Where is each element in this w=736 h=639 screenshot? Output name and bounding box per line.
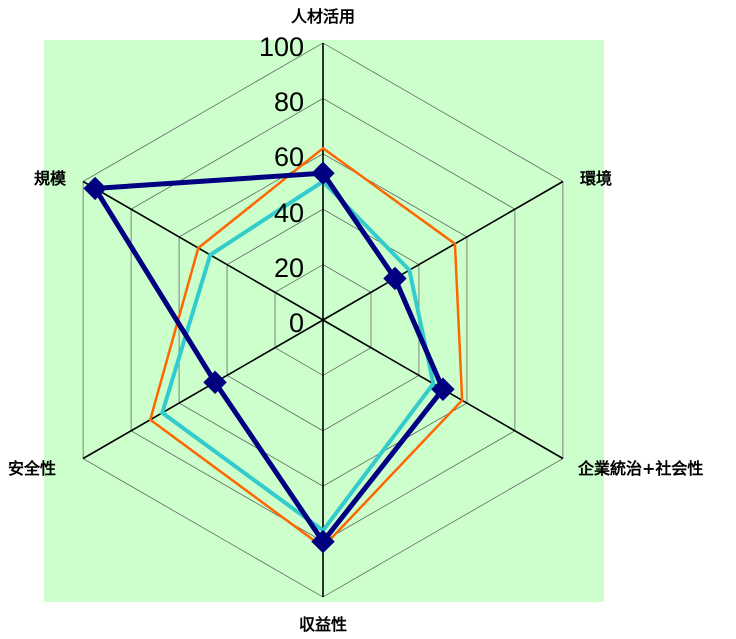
tick-label-20: 20 [274, 253, 304, 283]
tick-label-80: 80 [274, 87, 304, 117]
axis-label-shuekisei: 収益性 [299, 615, 347, 634]
axis-label-kankyo: 環境 [580, 169, 612, 188]
axis-label-jinzai: 人材活用 [291, 7, 355, 26]
series-2-marker-0 [311, 161, 335, 185]
tick-label-40: 40 [274, 198, 304, 228]
series-2-marker-5 [83, 176, 107, 201]
series-2-marker-2 [431, 377, 455, 401]
tick-label-60: 60 [274, 142, 304, 172]
axis-label-kibo: 規模 [34, 169, 67, 188]
tick-label-0: 0 [289, 308, 304, 338]
axis-labels: 人材活用 環境 企業統治+社会性 収益性 安全性 規模 [8, 7, 703, 634]
tick-labels: 0 20 40 60 80 100 [259, 32, 304, 338]
tick-label-100: 100 [259, 32, 304, 62]
axis-label-anzensei: 安全性 [8, 459, 56, 478]
series-2 [83, 161, 455, 554]
series-2-marker-4 [203, 370, 227, 395]
axis-spoke-4 [82, 319, 324, 460]
series-layer [83, 146, 464, 554]
axis-label-governance: 企業統治+社会性 [577, 459, 703, 478]
series-2-marker-1 [383, 266, 407, 291]
axis-spoke-1 [322, 180, 564, 321]
series-2-marker-3 [311, 529, 335, 554]
axis-spoke-5 [82, 180, 324, 321]
